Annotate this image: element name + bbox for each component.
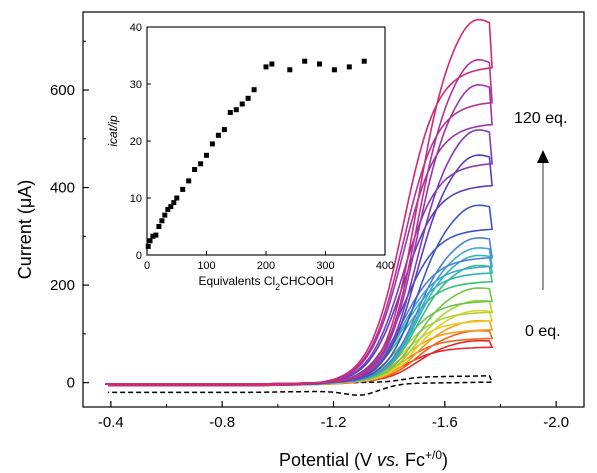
inset-data-point bbox=[162, 212, 168, 218]
y-tick-label: 200 bbox=[50, 277, 75, 294]
inset-data-point bbox=[331, 67, 337, 73]
inset-x-tick-label: 400 bbox=[376, 260, 394, 272]
inset-y-tick-label: 40 bbox=[130, 22, 142, 34]
inset-data-point bbox=[198, 161, 204, 167]
inset-data-point bbox=[215, 132, 221, 138]
inset-data-point bbox=[269, 61, 275, 67]
inset-data-point bbox=[168, 204, 174, 210]
arrow-head bbox=[537, 150, 549, 163]
inset-data-point bbox=[346, 64, 352, 70]
y-tick-label: 400 bbox=[50, 180, 75, 197]
cv-trace-10 bbox=[105, 237, 494, 387]
cv-trace-16 bbox=[105, 18, 493, 387]
inset-x-tick-label: 300 bbox=[316, 260, 334, 272]
inset-data-point bbox=[186, 178, 192, 184]
inset-data-point bbox=[150, 233, 156, 239]
inset-data-point bbox=[204, 152, 209, 158]
inset-data-point bbox=[171, 200, 177, 206]
inset-data-point bbox=[153, 232, 159, 238]
inset-x-tick-label: 100 bbox=[197, 260, 215, 272]
inset-data-point bbox=[145, 243, 151, 249]
inset-data-point bbox=[180, 186, 186, 192]
x-tick-label: -2.0 bbox=[543, 414, 569, 431]
inset-data-point bbox=[245, 95, 251, 101]
inset-data-point bbox=[156, 224, 162, 229]
bottom-equiv-label: 0 eq. bbox=[525, 323, 561, 340]
inset-data-point bbox=[147, 238, 153, 244]
inset-data-point bbox=[239, 101, 245, 107]
cv-trace-1 bbox=[105, 339, 494, 387]
inset-x-tick-label: 0 bbox=[144, 260, 150, 272]
inset-data-point bbox=[263, 64, 269, 70]
x-tick-label: -1.6 bbox=[432, 414, 458, 431]
y-tick-label: 0 bbox=[67, 375, 75, 392]
inset-data-point bbox=[302, 58, 308, 64]
x-tick-label: -1.2 bbox=[321, 414, 347, 431]
top-equiv-label: 120 eq. bbox=[514, 110, 567, 127]
inset-y-tick-label: 0 bbox=[136, 250, 142, 262]
y-tick-label: 600 bbox=[50, 82, 75, 99]
inset-x-tick-label: 200 bbox=[257, 260, 275, 272]
inset-data-point bbox=[221, 127, 227, 133]
inset-data-point bbox=[227, 110, 233, 115]
inset-data-point bbox=[165, 206, 171, 212]
inset-data-point bbox=[233, 107, 239, 113]
cv-trace-9 bbox=[105, 247, 494, 387]
inset-data-point bbox=[361, 58, 367, 64]
inset-frame bbox=[146, 26, 386, 256]
inset-data-point bbox=[317, 61, 322, 67]
inset-y-axis-title: icat/ip bbox=[106, 115, 120, 147]
inset-data-point bbox=[192, 167, 198, 172]
inset-y-tick-label: 10 bbox=[130, 193, 142, 205]
inset-data-point bbox=[251, 87, 257, 93]
inset-data-point bbox=[174, 195, 180, 201]
inset-data-point bbox=[209, 141, 215, 147]
inset-data-point bbox=[159, 218, 165, 224]
inset-x-axis-title: Equivalents Cl2CHCOOH bbox=[198, 274, 333, 292]
x-tick-label: -0.4 bbox=[98, 414, 124, 431]
x-axis-title: Potential (V vs. Fc+/0) bbox=[279, 448, 448, 470]
inset-y-tick-label: 30 bbox=[130, 79, 142, 91]
y-axis-title: Current (μA) bbox=[15, 180, 35, 279]
x-tick-label: -0.8 bbox=[209, 414, 235, 431]
inset-data-point bbox=[287, 67, 293, 73]
inset-y-tick-label: 20 bbox=[130, 136, 142, 148]
